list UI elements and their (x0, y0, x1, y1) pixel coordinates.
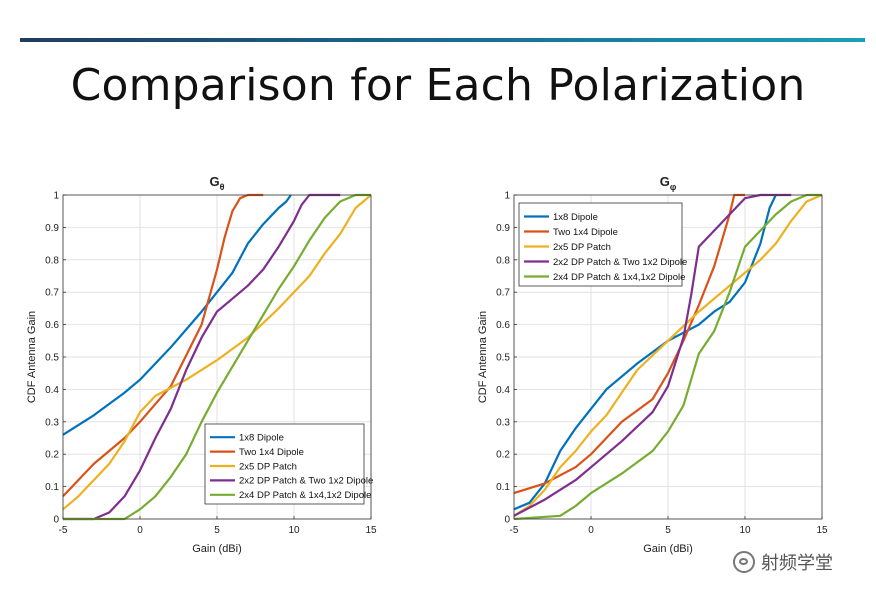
series-line-4 (63, 193, 341, 521)
y-tick-label: 0.2 (496, 450, 510, 461)
y-tick-label: 0.1 (496, 482, 510, 493)
watermark-text: 射频学堂 (761, 553, 833, 574)
series-line-4 (513, 193, 792, 517)
x-tick-label: 0 (137, 525, 143, 536)
wechat-icon (733, 551, 755, 573)
title-accent-bar (20, 38, 865, 42)
y-tick-label: 0.8 (45, 255, 59, 266)
chart-title: Gθ (210, 174, 225, 192)
series-line-2 (62, 193, 264, 498)
legend-label: 2x5 DP Patch (239, 461, 297, 472)
legend-label: 2x4 DP Patch & 1x4,1x2 Dipole (553, 272, 685, 283)
y-tick-label: 0.4 (496, 385, 510, 396)
x-tick-label: 5 (214, 525, 220, 536)
y-tick-label: 0.5 (496, 353, 510, 364)
series-line-5 (513, 193, 822, 521)
axes-frame (513, 194, 823, 520)
legend-label: 1x8 Dipole (553, 212, 598, 223)
legend-label: Two 1x4 Dipole (239, 447, 304, 458)
y-tick-label: 0.9 (45, 223, 59, 234)
slide-title: Comparison for Each Polarization (70, 60, 806, 111)
y-tick-label: 0.9 (496, 223, 510, 234)
y-axis-label: CDF Antenna Gain (26, 311, 38, 403)
x-axis-label: Gain (dBi) (192, 543, 242, 555)
legend-label: 1x8 Dipole (239, 433, 284, 444)
y-tick-label: 0.3 (496, 417, 510, 428)
y-tick-label: 0.3 (45, 417, 59, 428)
series-line-5 (63, 193, 371, 521)
y-tick-label: 0.4 (45, 385, 59, 396)
chart-1: -5 0 5 10 1500.10.20.30.40.50.60.70.80.91GθG… (26, 174, 377, 555)
legend-label: 2x2 DP Patch & Two 1x2 Dipole (553, 257, 687, 268)
series-line-1 (513, 194, 777, 511)
y-tick-label: 0.5 (45, 353, 59, 364)
legend-label: 2x2 DP Patch & Two 1x2 Dipole (239, 476, 373, 487)
axes-frame (62, 194, 372, 520)
x-tick-label: 0 (588, 525, 594, 536)
x-axis-label: Gain (dBi) (643, 543, 693, 555)
y-tick-label: 0.7 (45, 288, 59, 299)
series-line-3 (62, 194, 372, 511)
y-tick-label: 0.6 (496, 320, 510, 331)
watermark: 射频学堂 (733, 549, 833, 575)
x-tick-label: 10 (288, 525, 300, 536)
y-tick-label: 0 (504, 515, 510, 526)
y-axis-label: CDF Antenna Gain (477, 311, 489, 403)
y-tick-label: 0.8 (496, 255, 510, 266)
y-tick-label: 1 (504, 191, 510, 202)
y-tick-label: 0.2 (45, 450, 59, 461)
x-tick-label: -5 (59, 525, 68, 536)
x-tick-label: 15 (816, 525, 828, 536)
y-tick-label: 1 (53, 191, 59, 202)
legend-label: 2x5 DP Patch (553, 242, 611, 253)
x-tick-label: 5 (665, 525, 671, 536)
y-tick-label: 0.6 (45, 320, 59, 331)
series-line-1 (62, 194, 292, 436)
x-tick-label: -5 (510, 525, 519, 536)
series-line-2 (513, 193, 745, 495)
y-tick-label: 0.1 (45, 482, 59, 493)
series-line-3 (513, 193, 823, 517)
y-tick-label: 0.7 (496, 288, 510, 299)
chart-title: Gφ (660, 174, 677, 192)
chart-2: -5 0 5 10 1500.10.20.30.40.50.60.70.80.91GφG… (477, 174, 828, 555)
x-tick-label: 15 (365, 525, 377, 536)
y-tick-label: 0 (53, 515, 59, 526)
x-tick-label: 10 (739, 525, 751, 536)
legend-label: 2x4 DP Patch & 1x4,1x2 Dipole (239, 490, 371, 501)
legend-label: Two 1x4 Dipole (553, 227, 618, 238)
